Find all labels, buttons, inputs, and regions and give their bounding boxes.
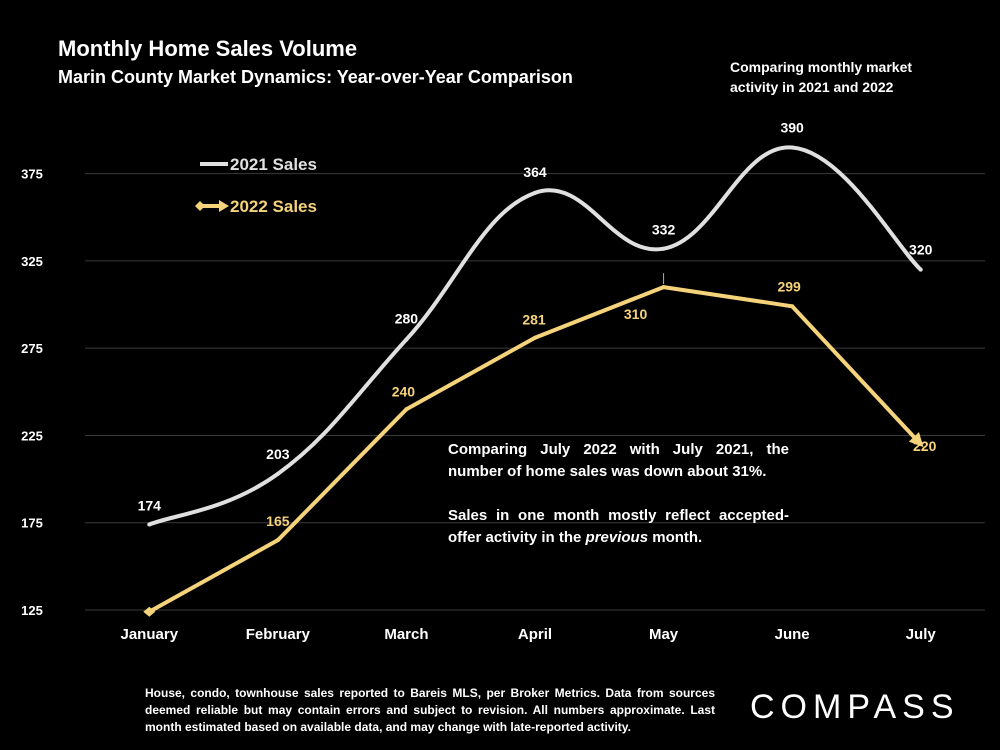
legend-arrow [219, 200, 229, 212]
data-label: 281 [522, 312, 546, 328]
data-point [661, 246, 666, 251]
data-label: 174 [138, 497, 162, 513]
y-tick-label: 125 [21, 603, 43, 618]
compass-logo: COMPASS [750, 688, 960, 726]
data-point [533, 190, 537, 195]
footer-note: House, condo, townhouse sales reported t… [145, 686, 715, 734]
data-label: 203 [266, 446, 290, 462]
annotation-paragraph-2: Sales in one month mostly reflect accept… [448, 505, 789, 549]
annotation-box: Comparing July 2022 with July 2021, the … [448, 439, 789, 549]
annotation-paragraph-1: Comparing July 2022 with July 2021, the … [448, 441, 789, 480]
data-label: 320 [909, 242, 933, 258]
data-label: 364 [523, 164, 547, 180]
x-axis-ticks: January February March April May June July [121, 626, 937, 643]
data-label: 310 [624, 306, 648, 322]
y-tick-label: 325 [21, 254, 43, 269]
data-label: 165 [266, 513, 290, 529]
data-point [918, 267, 923, 272]
data-label: 280 [395, 310, 419, 326]
end-arrow-marker [908, 432, 924, 448]
y-tick-label: 375 [21, 167, 43, 182]
data-label: 240 [392, 383, 416, 399]
data-point [404, 337, 409, 342]
data-label: 299 [777, 278, 801, 294]
y-tick-label: 175 [21, 516, 43, 531]
y-tick-label: 225 [21, 428, 43, 443]
annotation-emphasis: previous [585, 529, 649, 546]
grid-lines [85, 173, 985, 611]
legend-label-2022: 2022 Sales [230, 197, 317, 216]
x-tick-label: July [906, 626, 937, 643]
series-lines [143, 145, 924, 617]
chart-title: Monthly Home Sales Volume [58, 36, 358, 61]
data-point [533, 335, 537, 340]
data-point [661, 285, 666, 290]
chart-subtitle: Marin County Market Dynamics: Year-over-… [58, 67, 573, 87]
annotation-text-a: Sales in one month mostly reflect accept… [448, 507, 789, 546]
data-point [275, 538, 280, 543]
y-tick-label: 275 [21, 341, 43, 356]
x-tick-label: March [384, 626, 428, 643]
data-point [404, 407, 409, 412]
line-chart: 125 175 225 275 325 375 January February March A… [21, 119, 985, 643]
x-tick-label: April [518, 626, 552, 643]
y-axis-ticks: 125 175 225 275 325 375 [21, 167, 43, 618]
data-point [790, 304, 795, 309]
data-point [147, 522, 152, 527]
data-point [790, 145, 795, 150]
side-note: Comparing monthly market activity in 202… [730, 59, 913, 95]
legend-label-2021: 2021 Sales [230, 155, 317, 174]
x-tick-label: June [775, 626, 810, 643]
annotation-text-b: month. [648, 529, 703, 546]
x-tick-label: January [121, 626, 179, 643]
data-labels: 174 203 280 364 332 390 320 165 240 281 310 299 220 [138, 119, 937, 529]
legend: 2021 Sales 2022 Sales [195, 155, 317, 216]
start-diamond-marker [143, 606, 156, 617]
x-tick-label: February [246, 626, 311, 643]
legend-diamond [195, 201, 205, 211]
x-tick-label: May [649, 626, 679, 643]
data-label: 390 [780, 119, 804, 135]
data-label: 220 [913, 438, 937, 454]
data-label: 332 [652, 222, 676, 238]
data-point [275, 471, 280, 476]
